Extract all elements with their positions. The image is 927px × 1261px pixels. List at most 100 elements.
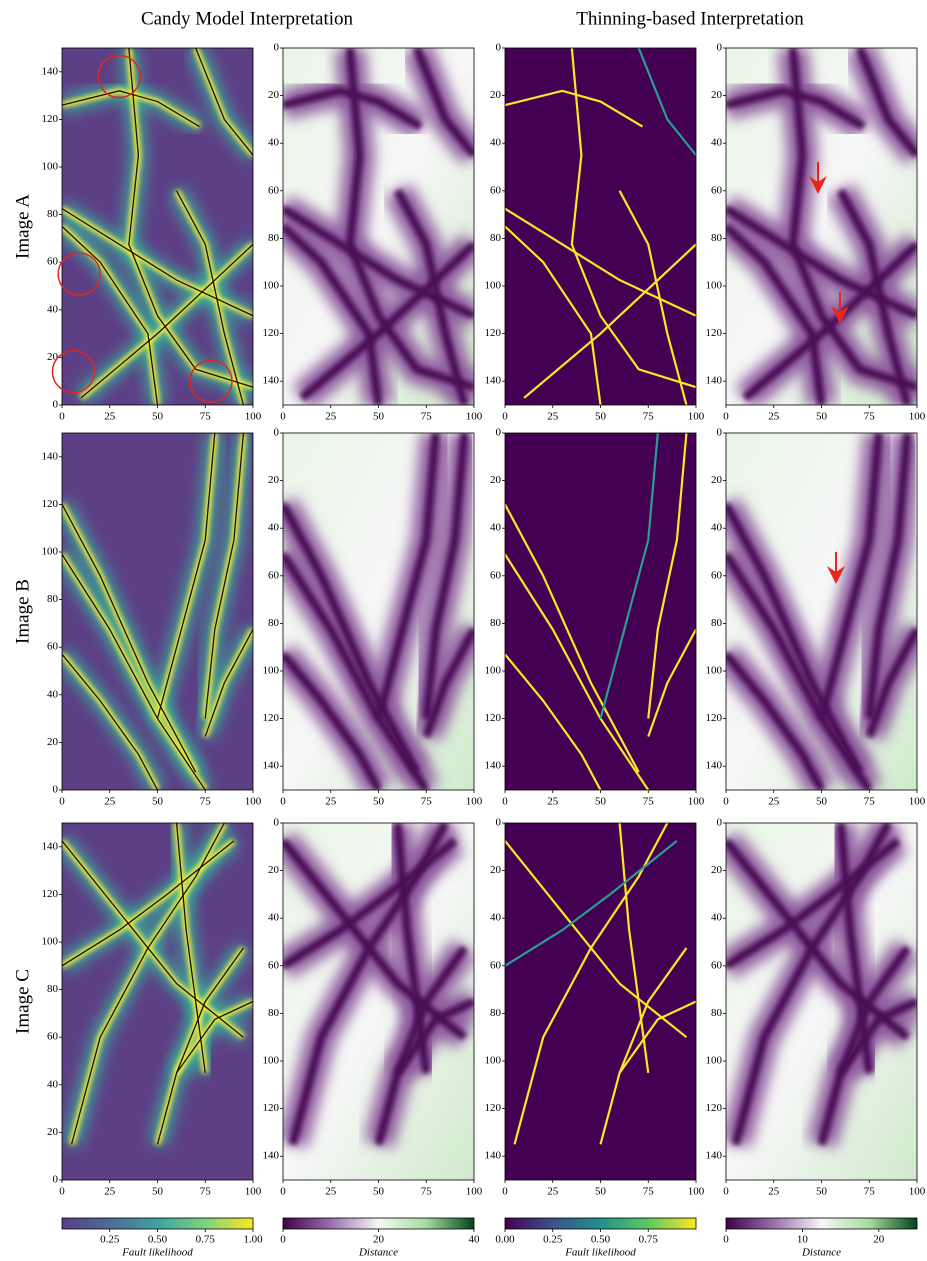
x-tick-label: 50 [816, 1186, 828, 1198]
x-tick-label: 0 [59, 411, 65, 423]
y-tick-label: 120 [706, 1102, 723, 1114]
x-tick-label: 75 [643, 411, 655, 423]
y-tick-label: 60 [268, 184, 280, 196]
y-tick-label: 20 [268, 474, 280, 486]
x-tick-label: 25 [325, 411, 337, 423]
thinned-fault [505, 225, 602, 405]
distance-core [865, 433, 912, 720]
y-tick-label: 100 [485, 665, 502, 677]
distance-core [299, 241, 474, 401]
x-tick-label: 100 [688, 1186, 705, 1198]
distance-core [855, 48, 917, 158]
y-tick-label: 0 [274, 427, 280, 439]
y-tick-label: 100 [42, 161, 59, 173]
distance-core [283, 86, 423, 130]
x-tick-label: 25 [325, 1186, 337, 1198]
panel-background [505, 823, 696, 1180]
colorbar-tick-label: 0 [723, 1234, 729, 1246]
highlight-circle [57, 252, 101, 296]
x-tick-label: 0 [59, 1186, 65, 1198]
colorbar-tick-label: 20 [373, 1234, 385, 1246]
y-tick-label: 60 [490, 569, 502, 581]
y-tick-label: 80 [268, 1007, 280, 1019]
y-tick-label: 80 [711, 232, 723, 244]
arrow-head [827, 566, 845, 584]
y-tick-label: 60 [47, 641, 59, 653]
y-tick-label: 80 [268, 617, 280, 629]
y-tick-label: 120 [485, 712, 502, 724]
distance-core [374, 433, 440, 720]
y-tick-label: 60 [268, 569, 280, 581]
x-tick-label: 75 [200, 796, 212, 808]
x-tick-label: 0 [59, 796, 65, 808]
y-tick-label: 0 [53, 399, 59, 411]
distance-core [726, 552, 873, 790]
y-tick-label: 100 [485, 280, 502, 292]
y-tick-label: 40 [47, 1078, 59, 1090]
y-tick-label: 60 [490, 184, 502, 196]
colorbar-label: Distance [801, 1247, 841, 1259]
x-tick-label: 0 [502, 411, 508, 423]
candy-segment [62, 226, 159, 405]
y-tick-label: 40 [268, 522, 280, 534]
thinned-fault [505, 207, 696, 317]
x-tick-label: 75 [864, 1186, 876, 1198]
thinned-fault [505, 839, 678, 967]
candy-segment [70, 823, 225, 1145]
colorbar-label: Fault likelihood [564, 1247, 636, 1259]
y-tick-label: 120 [485, 327, 502, 339]
x-tick-label: 75 [200, 1186, 212, 1198]
x-tick-label: 75 [200, 411, 212, 423]
y-tick-label: 20 [268, 864, 280, 876]
y-tick-label: 20 [711, 474, 723, 486]
x-tick-label: 100 [466, 1186, 483, 1198]
y-tick-label: 40 [268, 137, 280, 149]
x-tick-label: 100 [466, 796, 483, 808]
colorbar-tick-label: 0.50 [591, 1234, 611, 1246]
colorbar-tick-label: 0.00 [495, 1234, 515, 1246]
y-tick-label: 40 [711, 522, 723, 534]
highlight-circle [189, 359, 233, 403]
x-tick-label: 100 [245, 796, 262, 808]
y-tick-label: 20 [711, 89, 723, 101]
thinned-fault [618, 823, 650, 1074]
y-tick-label: 40 [47, 303, 59, 315]
y-tick-label: 80 [711, 617, 723, 629]
y-tick-label: 40 [490, 522, 502, 534]
candy-segment [80, 243, 253, 399]
colorbar-tick-label: 1.00 [243, 1234, 263, 1246]
row-label: Image B [12, 579, 33, 644]
y-tick-label: 140 [42, 65, 59, 77]
y-tick-label: 60 [711, 569, 723, 581]
y-tick-label: 120 [42, 113, 59, 125]
highlight-circle [97, 54, 142, 99]
x-tick-label: 50 [152, 796, 164, 808]
row-label: Image A [12, 194, 33, 259]
x-tick-label: 25 [325, 796, 337, 808]
x-tick-label: 25 [768, 1186, 780, 1198]
y-tick-label: 0 [717, 427, 723, 439]
y-tick-label: 40 [47, 688, 59, 700]
x-tick-label: 50 [816, 796, 828, 808]
x-tick-label: 100 [688, 411, 705, 423]
colorbar-tick-label: 0 [280, 1234, 286, 1246]
image-panel [505, 48, 696, 405]
y-tick-label: 100 [42, 936, 59, 948]
y-tick-label: 0 [274, 817, 280, 829]
candy-segment [62, 554, 206, 790]
distance-core [865, 627, 917, 738]
y-tick-label: 20 [47, 351, 59, 363]
image-panel [726, 48, 917, 405]
thinned-fault [618, 190, 688, 405]
x-tick-label: 100 [245, 411, 262, 423]
image-panel [62, 823, 253, 1180]
y-tick-label: 140 [42, 840, 59, 852]
candy-segment [156, 433, 216, 719]
y-tick-label: 140 [706, 760, 723, 772]
distance-core [837, 188, 912, 405]
candy-segment [62, 840, 235, 967]
y-tick-label: 140 [263, 760, 280, 772]
candy-segment [62, 90, 200, 128]
y-tick-label: 20 [711, 864, 723, 876]
distance-core [422, 433, 469, 720]
